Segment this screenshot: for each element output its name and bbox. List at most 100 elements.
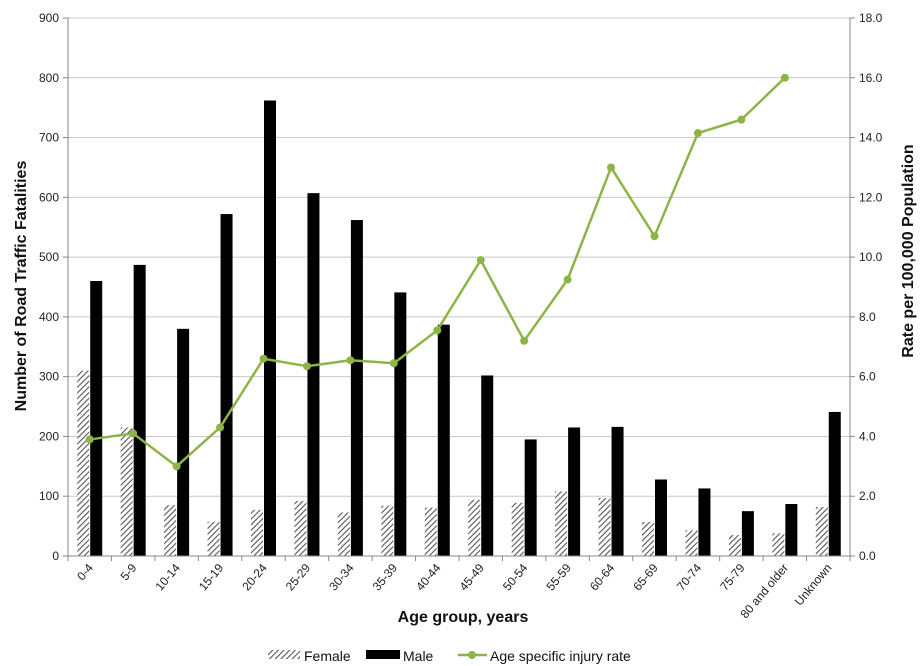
bar-female [511,502,524,556]
bar-female [555,491,568,556]
bar-male [741,511,754,556]
x-tick-label: 20-24 [239,561,270,594]
bar-male [785,503,798,556]
bar-male [611,426,624,556]
y2-axis-title: Rate per 100,000 Population [900,144,917,357]
x-tick-label: 0-4 [74,561,96,584]
y-tick-label: 600 [39,190,59,204]
legend-female-swatch [268,650,300,659]
x-tick-label: Unknown [792,561,835,608]
bar-male [655,479,667,556]
bar-female [424,507,437,556]
y2-tick-label: 14.0 [859,131,883,145]
bar-male [133,264,146,556]
y-tick-label: 700 [39,131,59,145]
bar-female [728,535,741,556]
bar-male [568,427,581,556]
y2-tick-label: 4.0 [859,429,876,443]
x-tick-label: 25-29 [283,561,314,594]
rate-point [259,354,268,363]
bar-male [524,439,537,556]
bar-male [350,220,363,556]
y-tick-label: 100 [39,489,59,503]
y-tick-label: 900 [39,11,59,25]
x-tick-label: 15-19 [196,561,227,594]
y-tick-label: 800 [39,71,59,85]
bar-female [685,530,698,556]
rate-point [346,356,355,365]
bar-female [642,521,654,556]
y2-tick-label: 0.0 [859,549,876,563]
legend: Female Male Age specific injury rate [268,648,631,664]
y-tick-label: 500 [39,250,59,264]
bar-male [437,324,450,556]
bar-male [307,193,320,556]
bar-male [481,375,494,556]
y2-tick-label: 8.0 [859,310,876,324]
x-tick-label: 45-49 [457,561,488,594]
x-tick-label: 10-14 [152,561,183,594]
x-tick-label: 30-34 [326,561,357,594]
x-tick-label: 75-79 [717,561,748,594]
rate-point [433,326,442,335]
y-axis-title: Number of Road Traffic Fatalities [13,161,30,412]
x-tick-label: 40-44 [413,561,444,594]
x-tick-label: 60-64 [587,561,618,594]
bar-male [828,411,841,556]
rate-point [563,275,572,284]
legend-female-label: Female [304,648,351,664]
bar-female [772,533,785,556]
y2-tick-label: 16.0 [859,71,883,85]
x-axis-title: Age group, years [398,609,529,626]
bar-male [698,488,711,556]
x-tick-label: 65-69 [630,561,661,594]
bars [77,100,841,556]
rate-point [737,115,746,124]
bar-female [337,512,350,556]
rate-point [389,359,398,368]
rate-point [520,336,529,345]
rate-point [607,163,616,172]
x-tick-label: 70-74 [674,561,705,594]
bar-female [598,498,611,556]
rate-line-path [89,76,786,468]
bar-male [177,328,190,556]
legend-rate-marker [468,651,476,659]
bar-female [381,505,394,556]
rate-point [780,73,789,82]
y2-tick-label: 2.0 [859,489,876,503]
y2-tick-label: 10.0 [859,250,883,264]
bar-male [264,100,276,556]
y-tick-label: 200 [39,429,59,443]
x-tick-label: 5-9 [118,561,140,584]
bar-female [294,501,307,556]
bar-female [207,521,220,556]
rate-point [172,462,181,471]
bar-male [394,292,407,556]
bar-female [468,499,481,556]
rate-point [693,129,702,138]
rate-point [302,362,311,371]
y-tick-label: 0 [52,549,59,563]
rate-point [476,256,485,265]
bar-male [220,214,233,556]
y2-tick-label: 18.0 [859,11,883,25]
bar-female [120,427,133,556]
y2-tick-label: 6.0 [859,370,876,384]
rate-line [85,73,789,471]
legend-male-swatch [366,650,400,659]
rate-point [216,423,225,432]
y-tick-label: 300 [39,370,59,384]
axes [63,17,855,561]
bar-female [164,505,177,556]
rate-point [129,429,138,438]
rate-point [650,232,659,241]
legend-rate-label: Age specific injury rate [490,648,631,664]
gridlines [68,17,850,497]
bar-female [815,506,828,556]
bar-female [251,509,263,556]
bar-female [77,370,90,556]
rate-point [85,435,94,444]
bar-male [90,281,103,556]
